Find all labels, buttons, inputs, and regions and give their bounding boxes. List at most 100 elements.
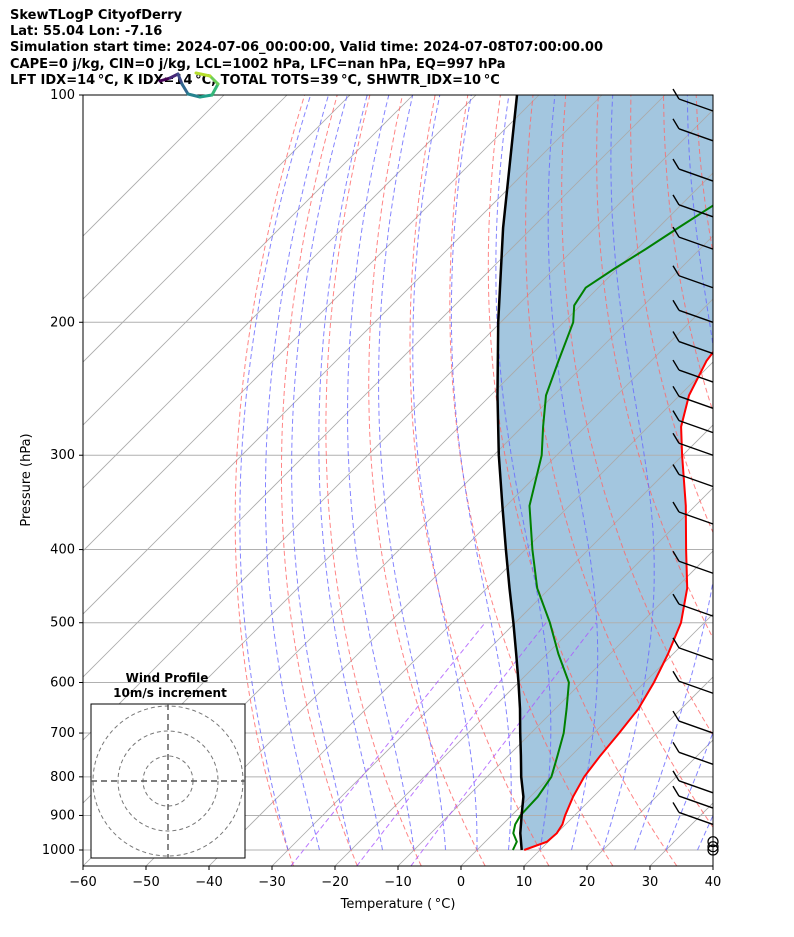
moist-adiabat-line xyxy=(347,95,415,851)
barb-tick xyxy=(672,359,680,371)
isotherm-line xyxy=(712,865,713,866)
barb-tick xyxy=(672,299,680,311)
barb-staff xyxy=(678,780,714,794)
isotherm-line xyxy=(83,95,603,615)
dry-adiabat-line xyxy=(525,95,713,829)
barb-staff xyxy=(678,98,714,112)
dry-adiabat-line xyxy=(561,95,713,737)
isotherm-line xyxy=(523,676,713,866)
isotherm-line xyxy=(271,424,713,866)
barb-staff xyxy=(678,647,714,661)
x-tick-label: 10 xyxy=(516,875,533,890)
hodograph-segment xyxy=(176,72,184,86)
hodograph-segment xyxy=(198,93,214,99)
barb-tick xyxy=(672,802,680,813)
barb-staff xyxy=(678,603,714,617)
x-axis-label: Temperature ( °C) xyxy=(340,897,456,912)
barb-tick xyxy=(672,385,680,397)
isotherm-line xyxy=(397,550,713,866)
dry-adiabat-line xyxy=(761,95,794,866)
y-tick-label: 400 xyxy=(50,543,75,558)
isotherm-line xyxy=(208,361,713,866)
isotherm-line xyxy=(83,95,666,678)
inset-title: Wind Profile xyxy=(126,671,209,685)
x-tick-label: 40 xyxy=(705,875,722,890)
moist-adiabat-line xyxy=(729,95,794,850)
isotherm-line xyxy=(83,95,288,300)
wind-barb xyxy=(672,118,714,142)
wind-barb xyxy=(672,299,714,323)
barb-tick xyxy=(672,118,680,130)
barb-tick xyxy=(672,593,680,605)
cape-area xyxy=(497,95,713,850)
moist-adiabat-line xyxy=(378,95,446,851)
barb-tick xyxy=(672,265,680,277)
hodograph-segment xyxy=(208,74,220,86)
y-tick-label: 1000 xyxy=(42,843,75,858)
barb-tick xyxy=(672,432,680,444)
moist-adiabat-line xyxy=(602,95,655,851)
barb-tick xyxy=(672,331,680,342)
wind-barb xyxy=(672,670,714,694)
parcel-profile-line xyxy=(496,95,525,851)
x-tick-label: 0 xyxy=(457,875,465,890)
barb-tick xyxy=(672,501,680,513)
y-tick-label: 900 xyxy=(50,808,75,823)
x-tick-label: −20 xyxy=(321,875,348,890)
wind-barb xyxy=(672,637,714,661)
y-tick-label: 300 xyxy=(50,448,75,463)
moist-adiabat-line xyxy=(318,95,383,851)
chart-title: SkewTLogP CityofDerry xyxy=(10,8,183,23)
dry-adiabat-line xyxy=(368,95,486,866)
hodograph-segment xyxy=(180,82,190,96)
temperature-line xyxy=(523,350,713,851)
barb-staff xyxy=(678,309,714,323)
barb-staff xyxy=(678,720,714,734)
isotherm-line xyxy=(83,109,713,741)
mixing-ratio-line xyxy=(290,622,486,866)
cape-shading-layer xyxy=(497,95,713,850)
barb-tick xyxy=(672,770,680,782)
hodograph-segment xyxy=(186,92,202,99)
time-line: Simulation start time: 2024-07-06_00:00:… xyxy=(10,40,603,55)
barb-staff xyxy=(678,442,714,456)
isotherm-line xyxy=(83,95,540,552)
barb-staff xyxy=(678,395,714,409)
wind-barb xyxy=(672,710,714,734)
inset-subtitle: 10m/s increment xyxy=(113,686,227,700)
wind-barb xyxy=(672,501,714,525)
isotherm-line xyxy=(145,298,713,866)
y-tick-label: 800 xyxy=(50,770,75,785)
moist-adiabat-line xyxy=(239,95,312,851)
y-tick-label: 100 xyxy=(50,88,75,103)
dewpoint-line xyxy=(511,204,713,851)
barb-tick xyxy=(672,226,680,238)
moist-adiabat-line xyxy=(450,95,512,851)
dry-adiabat-line xyxy=(729,95,794,866)
moist-adiabat-line xyxy=(291,95,352,851)
barb-staff xyxy=(678,680,714,694)
y-tick-label: 500 xyxy=(50,616,75,631)
wind-barb xyxy=(672,785,714,809)
hodograph-segment xyxy=(194,71,212,78)
location-line: Lat: 55.04 Lon: -7.16 xyxy=(10,24,163,39)
dry-adiabat-line xyxy=(596,95,713,640)
wind-barb xyxy=(672,194,714,218)
wind-barb xyxy=(672,802,714,826)
x-tick-label: −30 xyxy=(258,875,285,890)
hodograph-ring xyxy=(117,730,219,832)
y-tick-label: 200 xyxy=(50,315,75,330)
barb-tick xyxy=(672,550,680,562)
barb-tick xyxy=(672,194,680,206)
wind-barb xyxy=(672,88,714,112)
hodograph-segment xyxy=(210,82,220,97)
y-tick-label: 600 xyxy=(50,676,75,691)
isotherm-line xyxy=(460,613,713,866)
barb-staff xyxy=(678,369,714,383)
barb-tick xyxy=(672,670,680,682)
moist-adiabat-line xyxy=(547,95,599,851)
isotherm-line xyxy=(334,487,713,866)
indices-line: LFT IDX=14 °C, K IDX=14 °C, TOTAL TOTS=3… xyxy=(10,73,500,88)
mixing-ratio-line xyxy=(410,622,597,866)
